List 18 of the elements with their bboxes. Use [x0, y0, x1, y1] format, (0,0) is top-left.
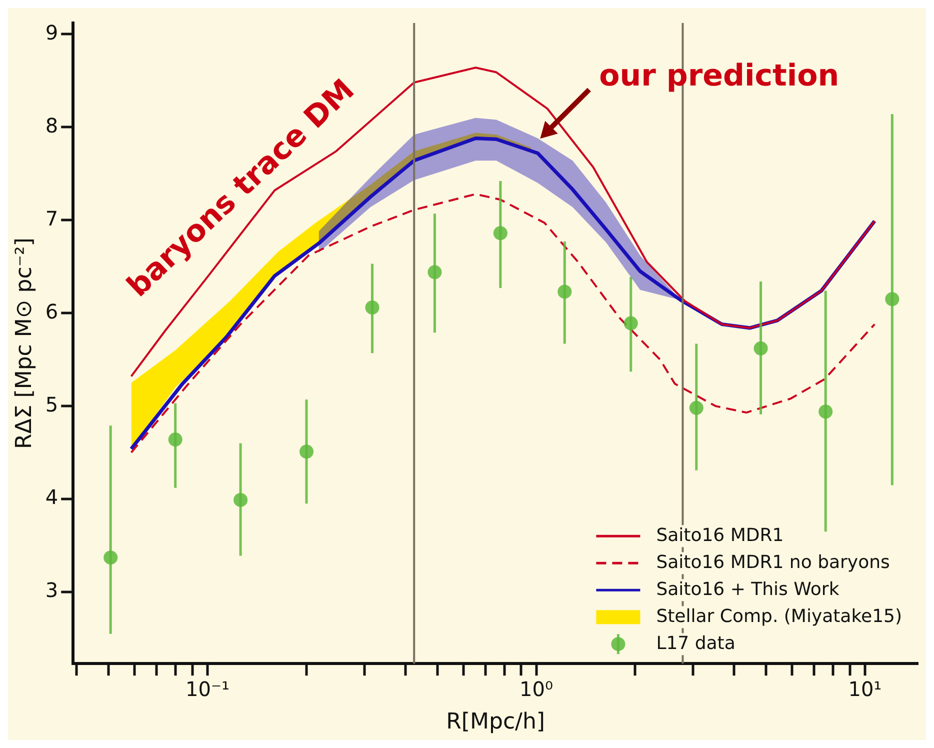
x-tick-label: 10⁰ [520, 676, 553, 701]
y-tick-label: 6 [45, 299, 58, 324]
x-tick-label: 10⁻¹ [186, 676, 230, 701]
x-axis-title: R[Mpc/h] [446, 710, 545, 735]
legend-label: Stellar Comp. (Miyatake15) [656, 606, 902, 627]
legend-label: Saito16 + This Work [656, 578, 840, 600]
y-axis-title: RΔΣ [Mpc M⊙ pc⁻²] [12, 238, 37, 449]
y-tick-label: 3 [45, 578, 58, 602]
y-tick-label: 9 [45, 20, 58, 44]
legend-label: L17 data [656, 632, 736, 654]
legend-label: Saito16 MDR1 no baryons [656, 552, 890, 573]
y-tick-label: 5 [45, 392, 58, 416]
y-tick-label: 8 [45, 113, 58, 138]
legend-label: Saito16 MDR1 [656, 524, 784, 546]
y-tick-label: 7 [45, 206, 58, 230]
annotation: our prediction [599, 58, 840, 94]
y-tick-label: 4 [45, 485, 58, 510]
x-tick-label: 10¹ [848, 676, 882, 701]
